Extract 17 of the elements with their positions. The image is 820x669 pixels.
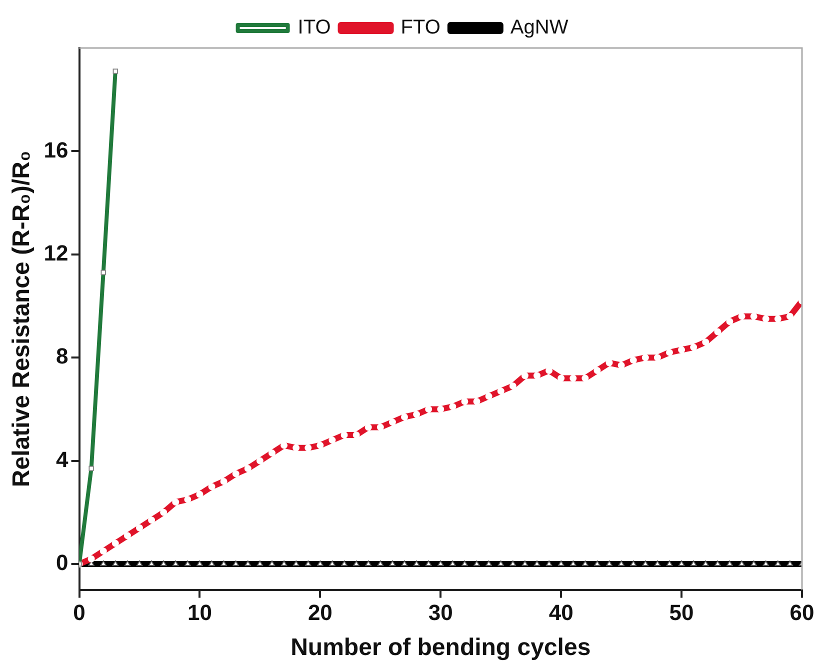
x-tick-label: 60 bbox=[790, 600, 814, 626]
x-tick-label: 20 bbox=[308, 600, 332, 626]
x-tick-label: 40 bbox=[548, 600, 574, 626]
y-tick-label: 8 bbox=[56, 344, 68, 369]
y-tick-label: 0 bbox=[56, 550, 68, 576]
x-tick-label: 0 bbox=[73, 600, 86, 626]
legend-label: AgNW bbox=[510, 16, 568, 39]
y-tick-label: 12 bbox=[44, 240, 68, 266]
legend-label: FTO bbox=[400, 16, 440, 39]
x-tick-label: 50 bbox=[669, 600, 694, 626]
x-tick-label: 30 bbox=[428, 600, 453, 626]
x-tick-label: 10 bbox=[187, 600, 212, 626]
x-axis-title: Number of bending cycles bbox=[290, 634, 591, 662]
y-tick-label: 16 bbox=[44, 137, 68, 162]
y-axis-title: Relative Resistance (R-R₀)/R₀ bbox=[8, 150, 36, 488]
legend-label: ITO bbox=[298, 16, 331, 39]
y-tick-label: 4 bbox=[56, 446, 70, 472]
